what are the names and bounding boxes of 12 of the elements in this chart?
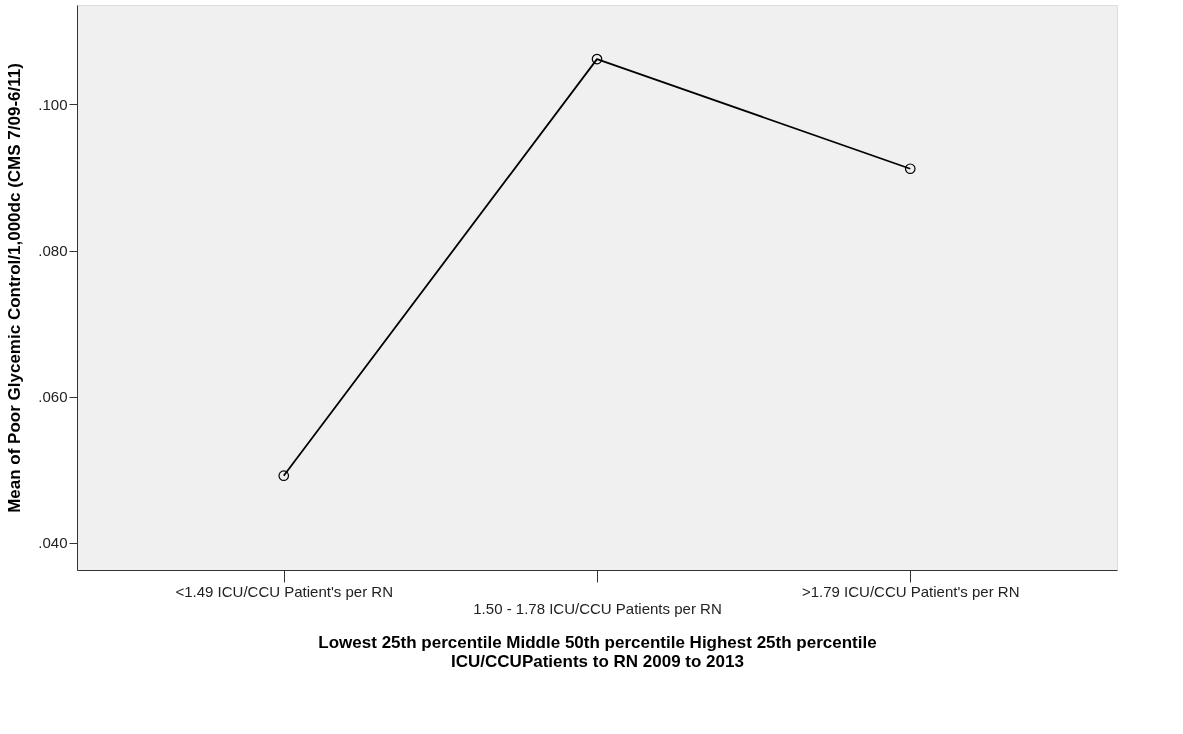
x-tick-label: >1.79 ICU/CCU Patient's per RN: [801, 582, 1020, 600]
point: [904, 163, 916, 175]
x-axis-title: Lowest 25th percentile Middle 50th percentile Highest 25th percentile ICU/CCUPatients to RN 2009 to 2013: [318, 632, 877, 671]
y-tick-label: .080: [38, 242, 68, 260]
point: [591, 53, 603, 65]
y-tick-label: .040: [38, 534, 68, 552]
y-tick-label: .060: [38, 388, 68, 406]
x-tick-label: 1.50 - 1.78 ICU/CCU Patients per RN: [473, 599, 722, 617]
y-tick-label: .100: [38, 95, 68, 113]
point: [278, 470, 290, 482]
x-tick-label: <1.49 ICU/CCU Patient's per RN: [175, 582, 394, 600]
y-axis-title: Mean of Poor Glycemic Control/1,000dc (CMS 7/09-6/11): [5, 63, 25, 513]
